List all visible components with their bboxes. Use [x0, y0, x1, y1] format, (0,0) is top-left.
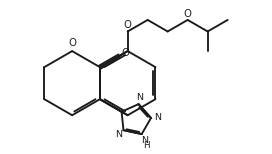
Text: O: O: [124, 20, 132, 30]
Text: H: H: [143, 141, 150, 150]
Text: N: N: [141, 136, 148, 145]
Text: O: O: [68, 38, 76, 48]
Text: O: O: [121, 48, 129, 58]
Text: N: N: [154, 113, 161, 122]
Text: N: N: [115, 130, 122, 139]
Text: O: O: [184, 8, 192, 18]
Text: N: N: [137, 93, 143, 102]
